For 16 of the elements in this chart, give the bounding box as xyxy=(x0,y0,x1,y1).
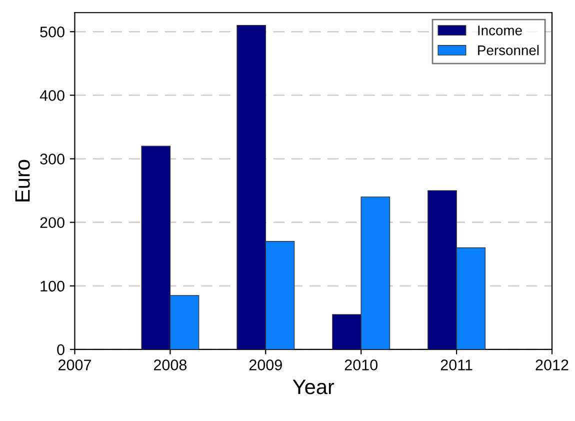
x-tick-label: 2008 xyxy=(154,360,187,370)
x-tick-label: 2007 xyxy=(58,360,91,370)
x-tick-label: 2010 xyxy=(344,360,378,370)
y-tick-label: 100 xyxy=(40,280,64,292)
y-axis-title: Euro xyxy=(15,160,30,202)
x-axis-title: Year xyxy=(292,380,334,394)
x-tick-label: 2009 xyxy=(249,360,282,370)
legend-label: Personnel xyxy=(478,45,539,56)
y-tick-label: 400 xyxy=(40,90,64,101)
y-tick-label: 300 xyxy=(40,154,64,164)
y-tick-label: 200 xyxy=(40,217,64,228)
y-tick-label: 0 xyxy=(57,344,64,356)
y-tick-label: 500 xyxy=(40,26,64,38)
legend-label: Income xyxy=(478,26,522,36)
x-tick-label: 2011 xyxy=(440,360,472,370)
x-tick-label: 2012 xyxy=(536,360,568,370)
